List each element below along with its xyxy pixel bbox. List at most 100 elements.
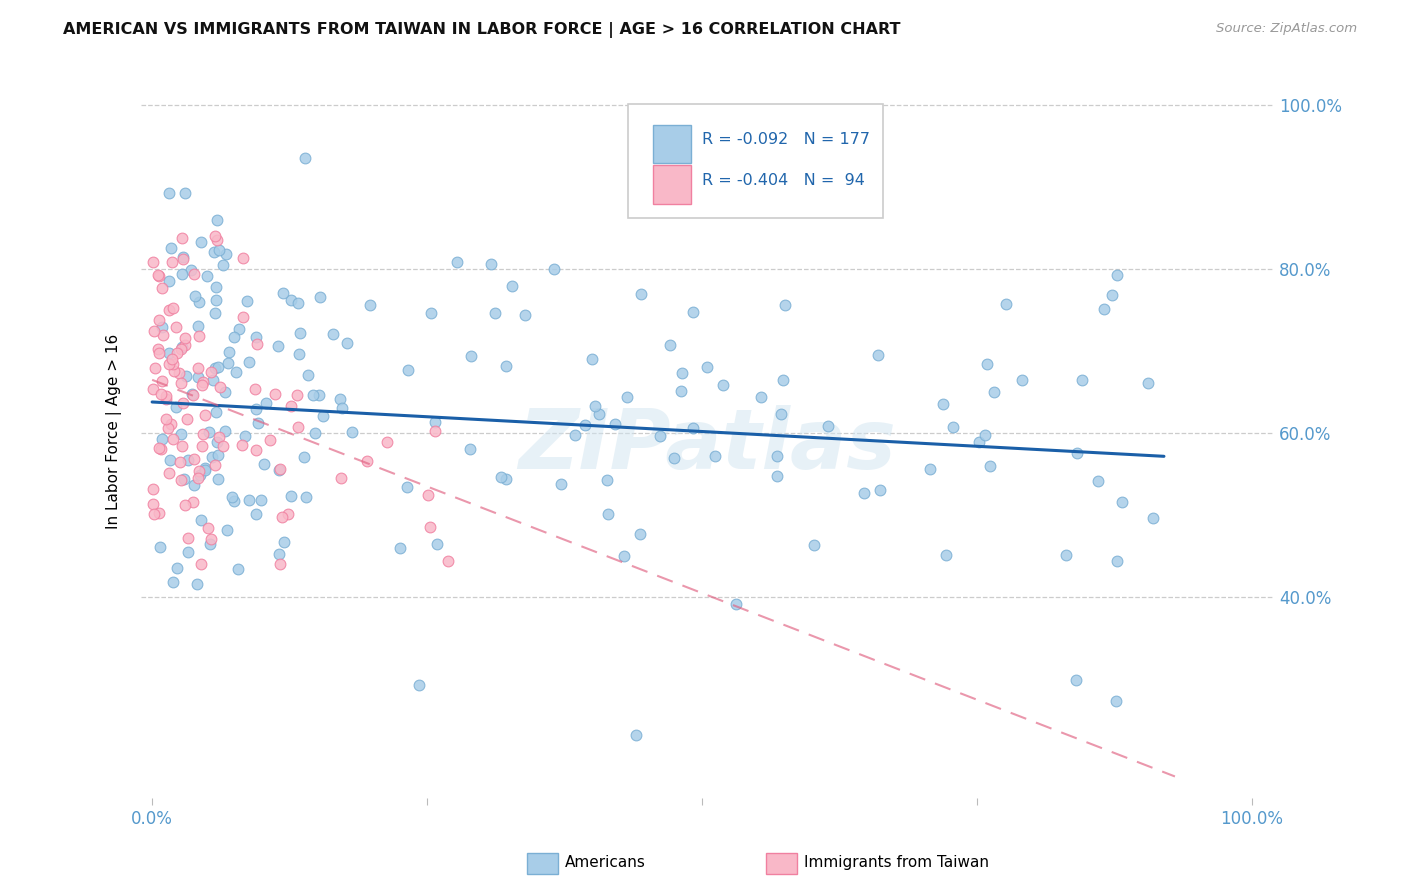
- Point: [297, 368, 319, 382]
- Point: [232, 310, 254, 324]
- Point: [214, 425, 236, 439]
- Point: [932, 397, 955, 411]
- Point: [495, 472, 517, 486]
- Point: [479, 256, 502, 270]
- Point: [204, 306, 226, 320]
- Point: [287, 419, 309, 434]
- Point: [419, 519, 441, 533]
- Point: [222, 330, 245, 344]
- Point: [1092, 302, 1115, 317]
- Point: [198, 425, 221, 440]
- Point: [200, 365, 222, 379]
- Point: [245, 330, 267, 344]
- Point: [1087, 474, 1109, 488]
- Point: [285, 388, 308, 402]
- Point: [190, 467, 212, 482]
- Point: [187, 471, 209, 485]
- Point: [246, 416, 269, 430]
- Point: [264, 387, 287, 401]
- Point: [662, 451, 685, 466]
- Point: [1011, 373, 1033, 387]
- Point: [201, 450, 224, 465]
- Point: [233, 429, 256, 443]
- Point: [157, 302, 180, 317]
- Point: [501, 279, 523, 293]
- Point: [207, 472, 229, 486]
- Point: [172, 252, 194, 266]
- Point: [157, 275, 180, 289]
- Point: [166, 345, 188, 359]
- Point: [704, 450, 727, 464]
- Point: [935, 548, 957, 562]
- Point: [868, 348, 890, 362]
- Point: [302, 388, 325, 402]
- Point: [1105, 694, 1128, 708]
- Point: [160, 241, 183, 255]
- Point: [187, 464, 209, 478]
- Point: [974, 427, 997, 442]
- Point: [187, 295, 209, 310]
- Point: [269, 547, 291, 561]
- Point: [209, 380, 232, 394]
- Point: [191, 377, 214, 392]
- Point: [170, 340, 193, 354]
- Point: [207, 359, 229, 374]
- Point: [207, 434, 229, 449]
- Point: [489, 470, 512, 484]
- Point: [155, 389, 177, 403]
- Point: [1071, 373, 1094, 387]
- Point: [195, 268, 218, 283]
- Point: [218, 344, 240, 359]
- Point: [1064, 673, 1087, 687]
- Point: [204, 360, 226, 375]
- Point: [979, 458, 1001, 473]
- Point: [437, 554, 460, 568]
- Point: [198, 537, 221, 551]
- Point: [359, 298, 381, 312]
- Point: [148, 313, 170, 327]
- Point: [766, 469, 789, 483]
- Point: [205, 213, 228, 227]
- Point: [583, 399, 606, 413]
- Point: [336, 335, 359, 350]
- Point: [200, 532, 222, 546]
- Point: [143, 361, 166, 376]
- Point: [172, 396, 194, 410]
- Point: [267, 339, 290, 353]
- Point: [725, 597, 748, 611]
- Point: [165, 320, 187, 334]
- Point: [1111, 495, 1133, 509]
- Point: [658, 337, 681, 351]
- Point: [246, 337, 269, 351]
- Point: [312, 409, 335, 423]
- Point: [273, 534, 295, 549]
- Text: Source: ZipAtlas.com: Source: ZipAtlas.com: [1216, 22, 1357, 36]
- Point: [280, 399, 302, 413]
- Point: [141, 496, 163, 510]
- Point: [188, 329, 211, 343]
- Point: [167, 366, 190, 380]
- Point: [495, 359, 517, 373]
- Point: [162, 432, 184, 446]
- Point: [170, 342, 193, 356]
- Point: [682, 421, 704, 435]
- Point: [245, 401, 267, 416]
- Point: [1054, 548, 1077, 562]
- Point: [232, 251, 254, 265]
- Point: [143, 325, 166, 339]
- Point: [221, 490, 243, 504]
- Point: [143, 507, 166, 521]
- Point: [426, 537, 449, 551]
- Point: [142, 382, 165, 396]
- Point: [148, 269, 170, 284]
- Point: [187, 369, 209, 384]
- Point: [288, 347, 311, 361]
- Point: [170, 473, 193, 487]
- Point: [215, 247, 238, 261]
- Point: [194, 461, 217, 475]
- Point: [995, 297, 1018, 311]
- Point: [250, 492, 273, 507]
- Point: [157, 186, 180, 200]
- Point: [1136, 376, 1159, 391]
- Point: [183, 267, 205, 281]
